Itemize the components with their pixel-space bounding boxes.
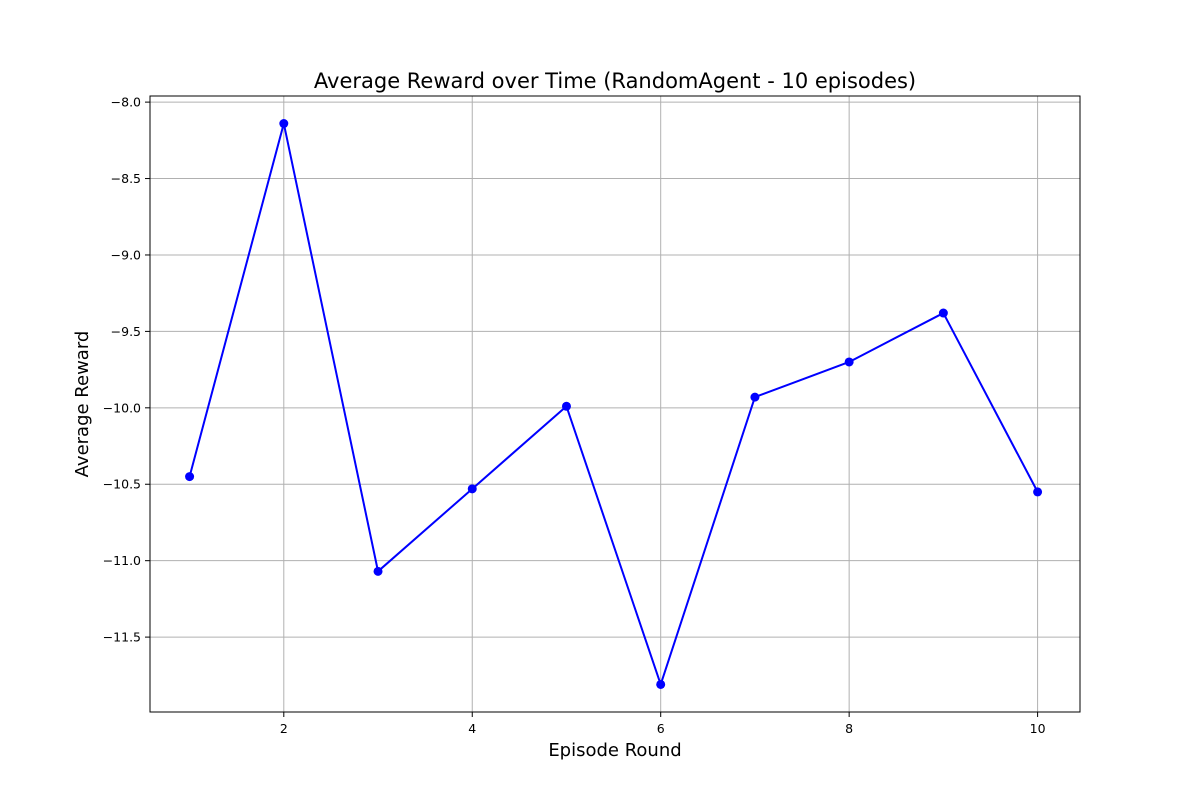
data-point [373, 566, 383, 576]
y-tick-label: −10.0 [103, 400, 141, 415]
x-tick-label: 6 [657, 721, 665, 736]
data-point [656, 679, 666, 689]
x-axis-label: Episode Round [548, 740, 681, 761]
data-point [561, 401, 571, 411]
y-axis-label: Average Reward [72, 331, 93, 478]
data-point [467, 484, 477, 494]
y-tick-label: −11.5 [103, 630, 141, 645]
y-tick-label: −8.5 [111, 171, 141, 186]
x-tick-label: 8 [845, 721, 853, 736]
ticks-layer: 2 4 6 8 10 −8.0 −8.5 −9.0 −9.5 −10.0 −10.5 −11.0 −11… [103, 95, 1046, 736]
plot-area-frame [149, 95, 1081, 713]
x-tick-label: 2 [280, 721, 288, 736]
series-layer [185, 119, 1043, 689]
grid-layer [150, 96, 1080, 712]
y-tick-label: −9.5 [111, 324, 141, 339]
y-tick-label: −11.0 [103, 553, 141, 568]
y-tick-label: −10.5 [103, 477, 141, 492]
data-point [844, 357, 854, 367]
data-point [279, 119, 289, 129]
data-point [1033, 487, 1043, 497]
x-tick-label: 10 [1030, 721, 1046, 736]
y-tick-label: −9.0 [111, 247, 141, 262]
chart-title: Average Reward over Time (RandomAgent - … [314, 69, 916, 93]
y-tick-label: −8.0 [111, 95, 141, 110]
series-line [188, 122, 1039, 686]
data-point [938, 308, 948, 318]
x-tick-label: 4 [468, 721, 476, 736]
data-point [750, 392, 760, 402]
data-point [185, 472, 195, 482]
